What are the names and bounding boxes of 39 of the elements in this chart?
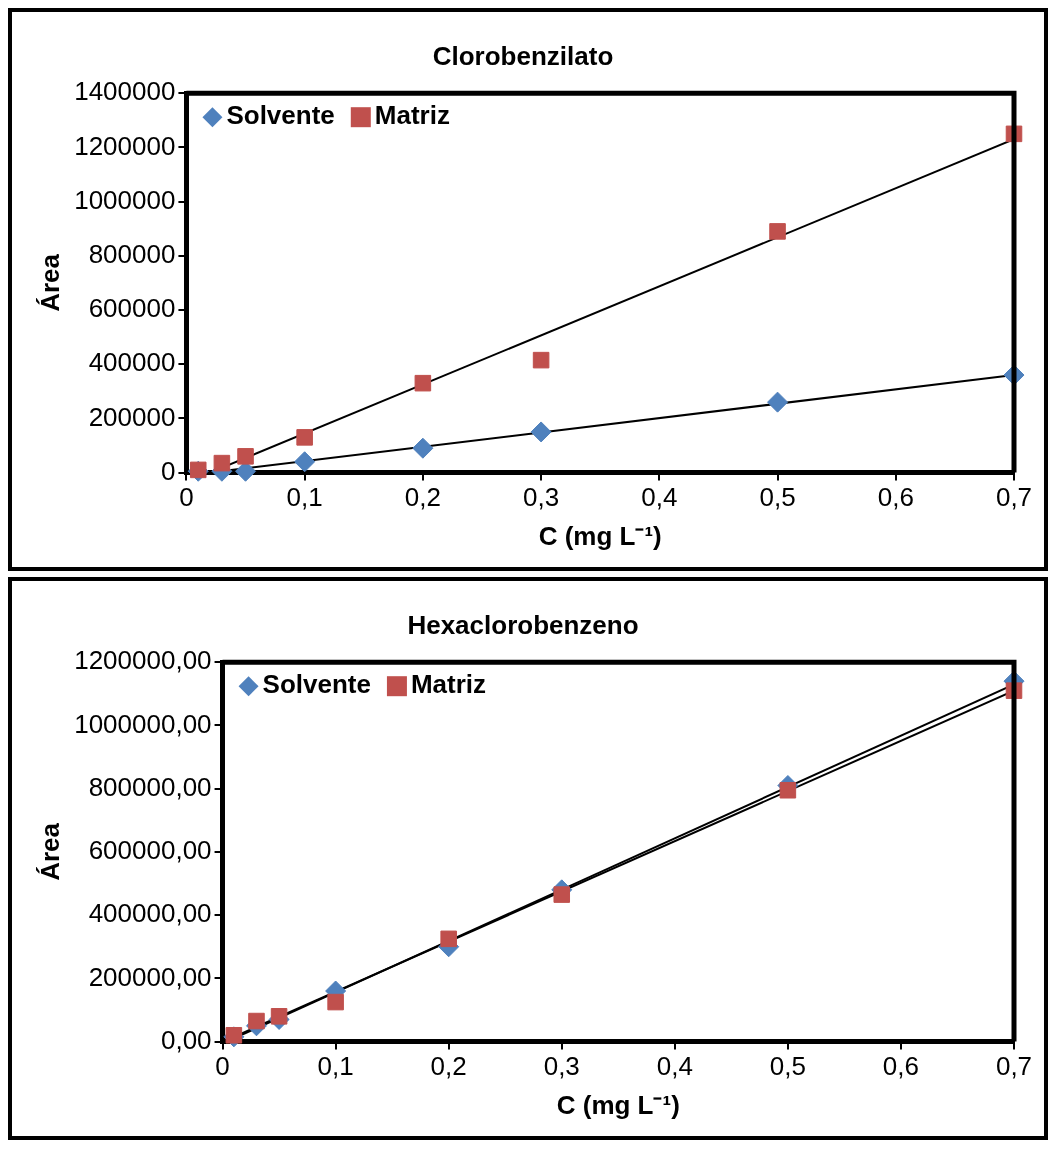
x-tick-label: 0,6 (882, 1051, 920, 1082)
y-tick-label: 1400000 (74, 76, 176, 107)
y-tick-label: 1000000 (74, 184, 176, 215)
y-tick-label: 1200000 (74, 130, 176, 161)
x-axis-title: C (mg L⁻¹) (538, 520, 662, 551)
chart-title: Clorobenzilato (432, 40, 614, 71)
x-tick-label: 0,2 (430, 1051, 467, 1082)
legend-label: Solvente (262, 669, 371, 700)
chart-title: Hexaclorobenzeno (407, 609, 639, 640)
y-tick-label: 400000 (88, 347, 176, 378)
x-tick-label: 0,2 (404, 482, 441, 513)
x-tick-label: 0,3 (543, 1051, 580, 1082)
y-tick-label: 800000,00 (88, 771, 212, 802)
y-tick-label: 0 (160, 455, 176, 486)
y-tick-label: 400000,00 (88, 898, 212, 929)
y-tick-label: 600000 (88, 293, 176, 324)
y-tick-label: 600000,00 (88, 835, 212, 866)
y-axis-title: Área (34, 822, 65, 881)
y-tick-label: 200000 (88, 401, 176, 432)
y-axis-title: Área (34, 253, 65, 312)
y-tick-label: 0,00 (160, 1024, 212, 1055)
x-tick-label: 0,3 (523, 482, 560, 513)
x-tick-label: 0,5 (759, 482, 796, 513)
x-tick-label: 0,1 (317, 1051, 354, 1082)
x-tick-label: 0,5 (769, 1051, 806, 1082)
y-tick-label: 1000000,00 (74, 708, 212, 739)
x-tick-label: 0,6 (877, 482, 914, 513)
x-tick-label: 0,4 (656, 1051, 693, 1082)
y-tick-label: 800000 (88, 238, 176, 269)
legend-label: Matriz (374, 100, 450, 131)
x-tick-label: 0,1 (286, 482, 323, 513)
legend-label: Matriz (410, 669, 487, 700)
x-tick-label: 0,7 (995, 482, 1033, 513)
x-axis-title: C (mg L⁻¹) (556, 1089, 680, 1120)
x-tick-label: 0,7 (995, 1051, 1033, 1082)
legend-label: Solvente (226, 100, 335, 131)
x-tick-label: 0,4 (641, 482, 678, 513)
y-tick-label: 1200000,00 (74, 645, 212, 676)
y-tick-label: 200000,00 (88, 961, 212, 992)
